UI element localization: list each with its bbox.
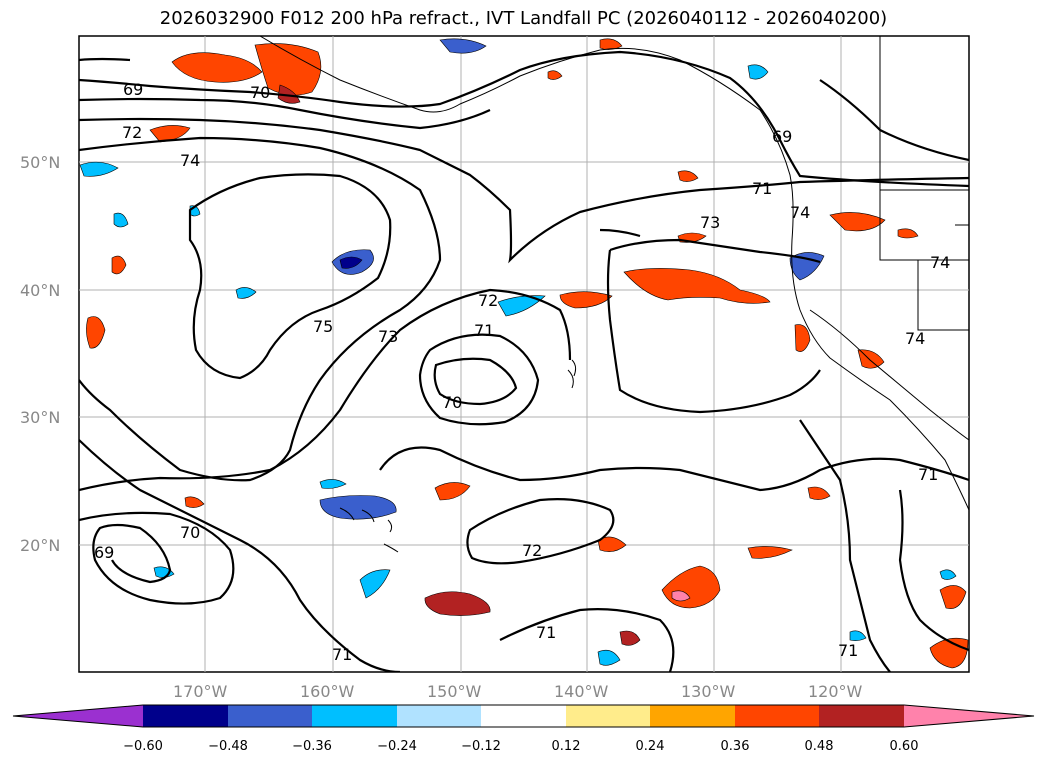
contour-label: 72 (478, 291, 498, 310)
contour-label: 70 (180, 523, 200, 542)
colorbar-tick-label: 0.60 (890, 739, 919, 754)
colorbar-tick-label: −0.60 (123, 739, 163, 754)
colorbar-tick-label: 0.24 (636, 739, 665, 754)
colorbar-segment (397, 705, 481, 727)
contour-label: 69 (772, 127, 792, 146)
colorbar-segment (228, 705, 312, 727)
lat-label: 20°N (20, 536, 60, 555)
contour-label: 74 (905, 329, 925, 348)
colorbar-tick-label: 0.36 (721, 739, 750, 754)
colorbar-tick-label: 0.48 (805, 739, 834, 754)
longitude-labels: 170°W 160°W 150°W 140°W 130°W 120°W (173, 682, 863, 701)
colorbar-tick-label: −0.48 (208, 739, 248, 754)
contour-label: 71 (752, 179, 772, 198)
lat-label: 40°N (20, 281, 60, 300)
colorbar-segment (566, 705, 650, 727)
lon-label: 130°W (681, 682, 736, 701)
contour-label: 71 (474, 321, 494, 340)
contour-label: 74 (790, 203, 810, 222)
contours (79, 50, 969, 672)
colorbar-segment (650, 705, 735, 727)
lat-label: 30°N (20, 408, 60, 427)
latitude-labels: 50°N 40°N 30°N 20°N (20, 153, 60, 555)
contour-label: 71 (918, 465, 938, 484)
colorbar-tick-label: 0.12 (552, 739, 581, 754)
colorbar-segment (819, 705, 904, 727)
contour-labels: 69 70 72 74 75 73 72 71 70 70 69 72 71 7… (94, 80, 950, 664)
lon-label: 160°W (300, 682, 355, 701)
colorbar-segment (481, 705, 566, 727)
colorbar-tick-label: −0.12 (461, 739, 501, 754)
contour-label: 70 (442, 393, 462, 412)
coastlines (259, 36, 969, 553)
contour-label: 73 (378, 327, 398, 346)
lon-label: 170°W (173, 682, 228, 701)
contour-label: 71 (536, 623, 556, 642)
graticule (79, 36, 969, 672)
lon-label: 150°W (427, 682, 482, 701)
colorbar-segment (13, 705, 143, 727)
contour-label: 72 (522, 541, 542, 560)
contour-label: 72 (122, 123, 142, 142)
lon-label: 120°W (808, 682, 863, 701)
contour-label: 69 (123, 80, 143, 99)
map-title: 2026032900 F012 200 hPa refract., IVT La… (159, 8, 888, 29)
contour-label: 74 (180, 151, 200, 170)
contour-label: 70 (250, 83, 270, 102)
contour-label: 75 (313, 317, 333, 336)
colorbar-outline (12, 704, 1035, 728)
lon-label: 140°W (554, 682, 609, 701)
colorbar: −0.60 −0.48 −0.36 −0.24 −0.12 0.12 0.24 … (12, 704, 1035, 754)
lat-label: 50°N (20, 153, 60, 172)
contour-label: 71 (332, 645, 352, 664)
contour-label: 73 (700, 213, 720, 232)
colorbar-segment (904, 705, 1034, 727)
colorbar-segment (312, 705, 397, 727)
colorbar-segment (735, 705, 819, 727)
contour-label: 71 (838, 641, 858, 660)
colorbar-tick-label: −0.24 (377, 739, 417, 754)
colorbar-tick-label: −0.36 (292, 739, 332, 754)
contour-label: 69 (94, 543, 114, 562)
colorbar-segment (143, 705, 228, 727)
contour-label: 74 (930, 253, 950, 272)
